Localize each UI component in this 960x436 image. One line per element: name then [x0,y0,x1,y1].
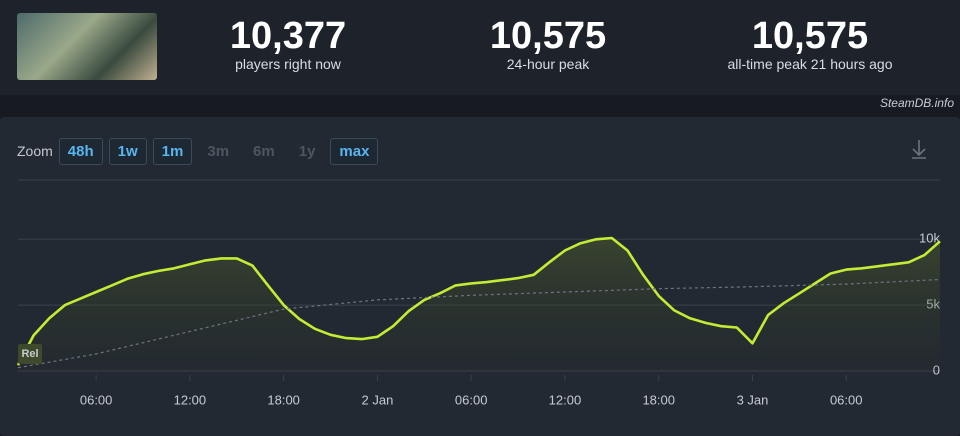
area [18,238,940,371]
zoom-button: 6m [253,142,275,160]
download-icon[interactable] [912,140,926,159]
y-tick-label: 10k [919,231,940,246]
stat-value: 10,575 [751,15,869,57]
watermark: SteamDB.info [879,96,954,110]
stat-label: 24-hour peak [506,56,590,72]
zoom-button[interactable]: 1w [108,137,147,165]
zoom-button: 3m [207,142,230,160]
zoom-label: Zoom [17,143,53,159]
stat-value: 10,575 [489,15,607,57]
zoom-button[interactable]: 1m [152,137,193,165]
x-tick-label: 3 Jan [737,392,769,407]
stats-bar: 10,377 players right now 10,575 24-hour pea… [0,0,960,95]
annotation-badge [18,344,42,364]
zoom-bar: Zoom 48h 1w 1m 3m 6m 1y max [17,137,379,165]
zoom-button[interactable]: max [330,137,379,165]
game-thumbnail [17,13,157,80]
line [16,236,941,366]
zoom-button: 1y [298,142,316,160]
stat: 10,575 24-hour peak [418,16,678,72]
stat-label: all-time peak 21 hours ago [727,56,893,72]
stat-value: 10,377 [229,15,347,57]
zoom-button[interactable]: 48h [58,137,103,165]
x-tick-label: 06:00 [830,392,863,407]
stat: 10,575 all-time peak 21 hours ago [680,16,940,72]
stat-label: players right now [235,56,341,72]
annotation: Rel [21,348,38,360]
stat: 10,377 players right now [158,16,418,72]
x-tick-label: 18:00 [267,392,300,407]
x-tick-label: 18:00 [642,392,675,407]
x-tick-label: 12:00 [174,392,207,407]
x-tick-label: 2 Jan [362,392,394,407]
x-tick-label: 06:00 [80,392,113,407]
x-tick-label: 12:00 [549,392,582,407]
x-tick-label: 06:00 [455,392,488,407]
